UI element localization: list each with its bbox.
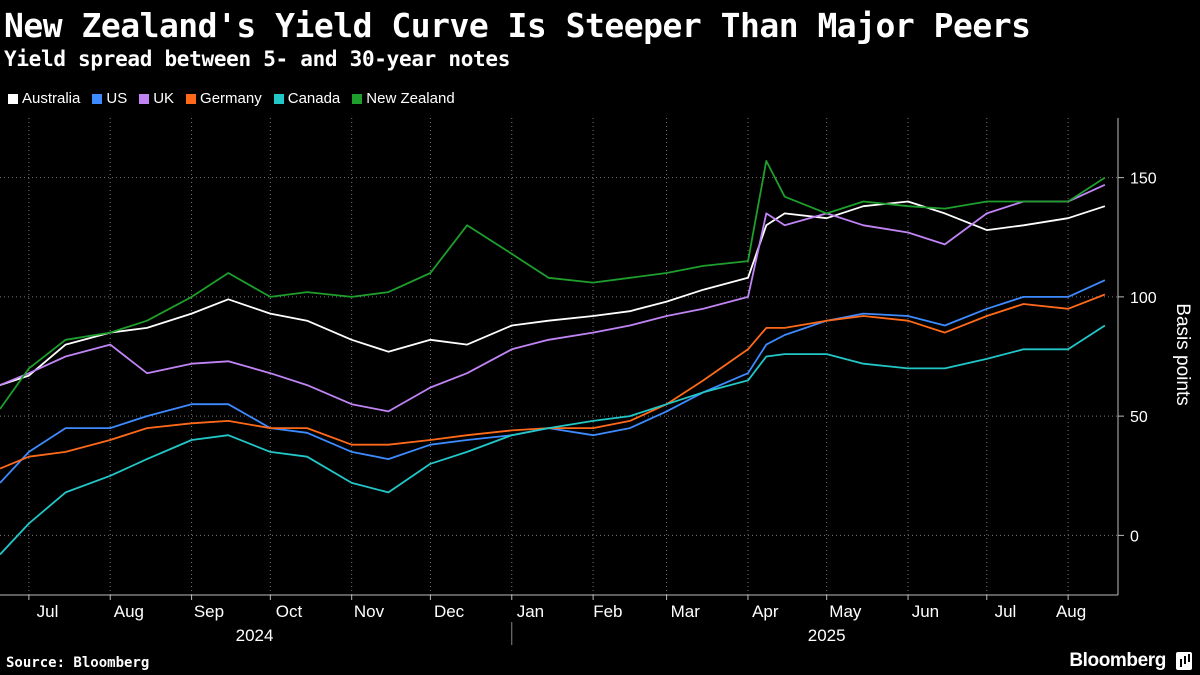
- legend: Australia US UK Germany Canada New Zealand: [8, 90, 467, 107]
- series-line-australia: [0, 200, 1106, 386]
- x-tick-label: Apr: [752, 602, 779, 621]
- legend-swatch: [352, 93, 363, 104]
- brand-logo-text: Bloomberg: [1069, 650, 1166, 671]
- legend-label: Germany: [200, 90, 262, 107]
- legend-item: UK: [139, 90, 174, 107]
- legend-item: US: [92, 90, 127, 107]
- legend-swatch: [273, 93, 284, 104]
- x-tick-label: Nov: [354, 602, 385, 621]
- year-label: 2024: [236, 626, 274, 645]
- x-tick-label: May: [829, 602, 862, 621]
- x-tick-label: Feb: [593, 602, 622, 621]
- x-tick-label: Oct: [276, 602, 303, 621]
- y-axis-title: Basis points: [1172, 303, 1193, 405]
- y-tick-label: 0: [1130, 528, 1139, 545]
- legend-item: Australia: [8, 90, 80, 107]
- x-tick-label: Dec: [434, 602, 465, 621]
- x-tick-label: Jul: [995, 602, 1017, 621]
- x-tick-label: Sep: [194, 602, 224, 621]
- legend-label: Australia: [22, 90, 81, 107]
- legend-swatch: [92, 93, 103, 104]
- series-line-uk: [0, 183, 1106, 413]
- legend-label: New Zealand: [366, 90, 455, 107]
- x-tick-label: Aug: [1056, 602, 1086, 621]
- chart-subtitle: Yield spread between 5- and 30-year note…: [4, 47, 511, 71]
- series-line-germany: [0, 293, 1106, 470]
- x-tick-label: Jun: [912, 602, 939, 621]
- legend-label: UK: [153, 90, 175, 107]
- legend-swatch: [186, 93, 197, 104]
- y-tick-label: 150: [1130, 171, 1157, 188]
- legend-label: US: [106, 90, 128, 107]
- x-tick-label: Aug: [114, 602, 144, 621]
- series-line-canada: [0, 324, 1106, 556]
- series-line-new-zealand: [0, 159, 1106, 410]
- series-line-us: [0, 279, 1106, 484]
- legend-swatch: [139, 93, 150, 104]
- legend-item: New Zealand: [352, 90, 455, 107]
- legend-item: Germany: [186, 90, 262, 107]
- x-tick-label: Jan: [517, 602, 544, 621]
- bloomberg-chart-icon: [1176, 652, 1192, 670]
- x-tick-label: Jul: [37, 602, 59, 621]
- legend-item: Canada: [273, 90, 341, 107]
- x-tick-label: Mar: [671, 602, 701, 621]
- legend-label: Canada: [287, 90, 341, 107]
- source-note: Source: Bloomberg: [6, 655, 150, 671]
- year-label: 2025: [808, 626, 846, 645]
- y-tick-label: 50: [1130, 409, 1148, 426]
- y-tick-label: 100: [1130, 290, 1157, 307]
- legend-swatch: [8, 93, 18, 104]
- chart-title: New Zealand's Yield Curve Is Steeper Tha…: [4, 6, 1031, 45]
